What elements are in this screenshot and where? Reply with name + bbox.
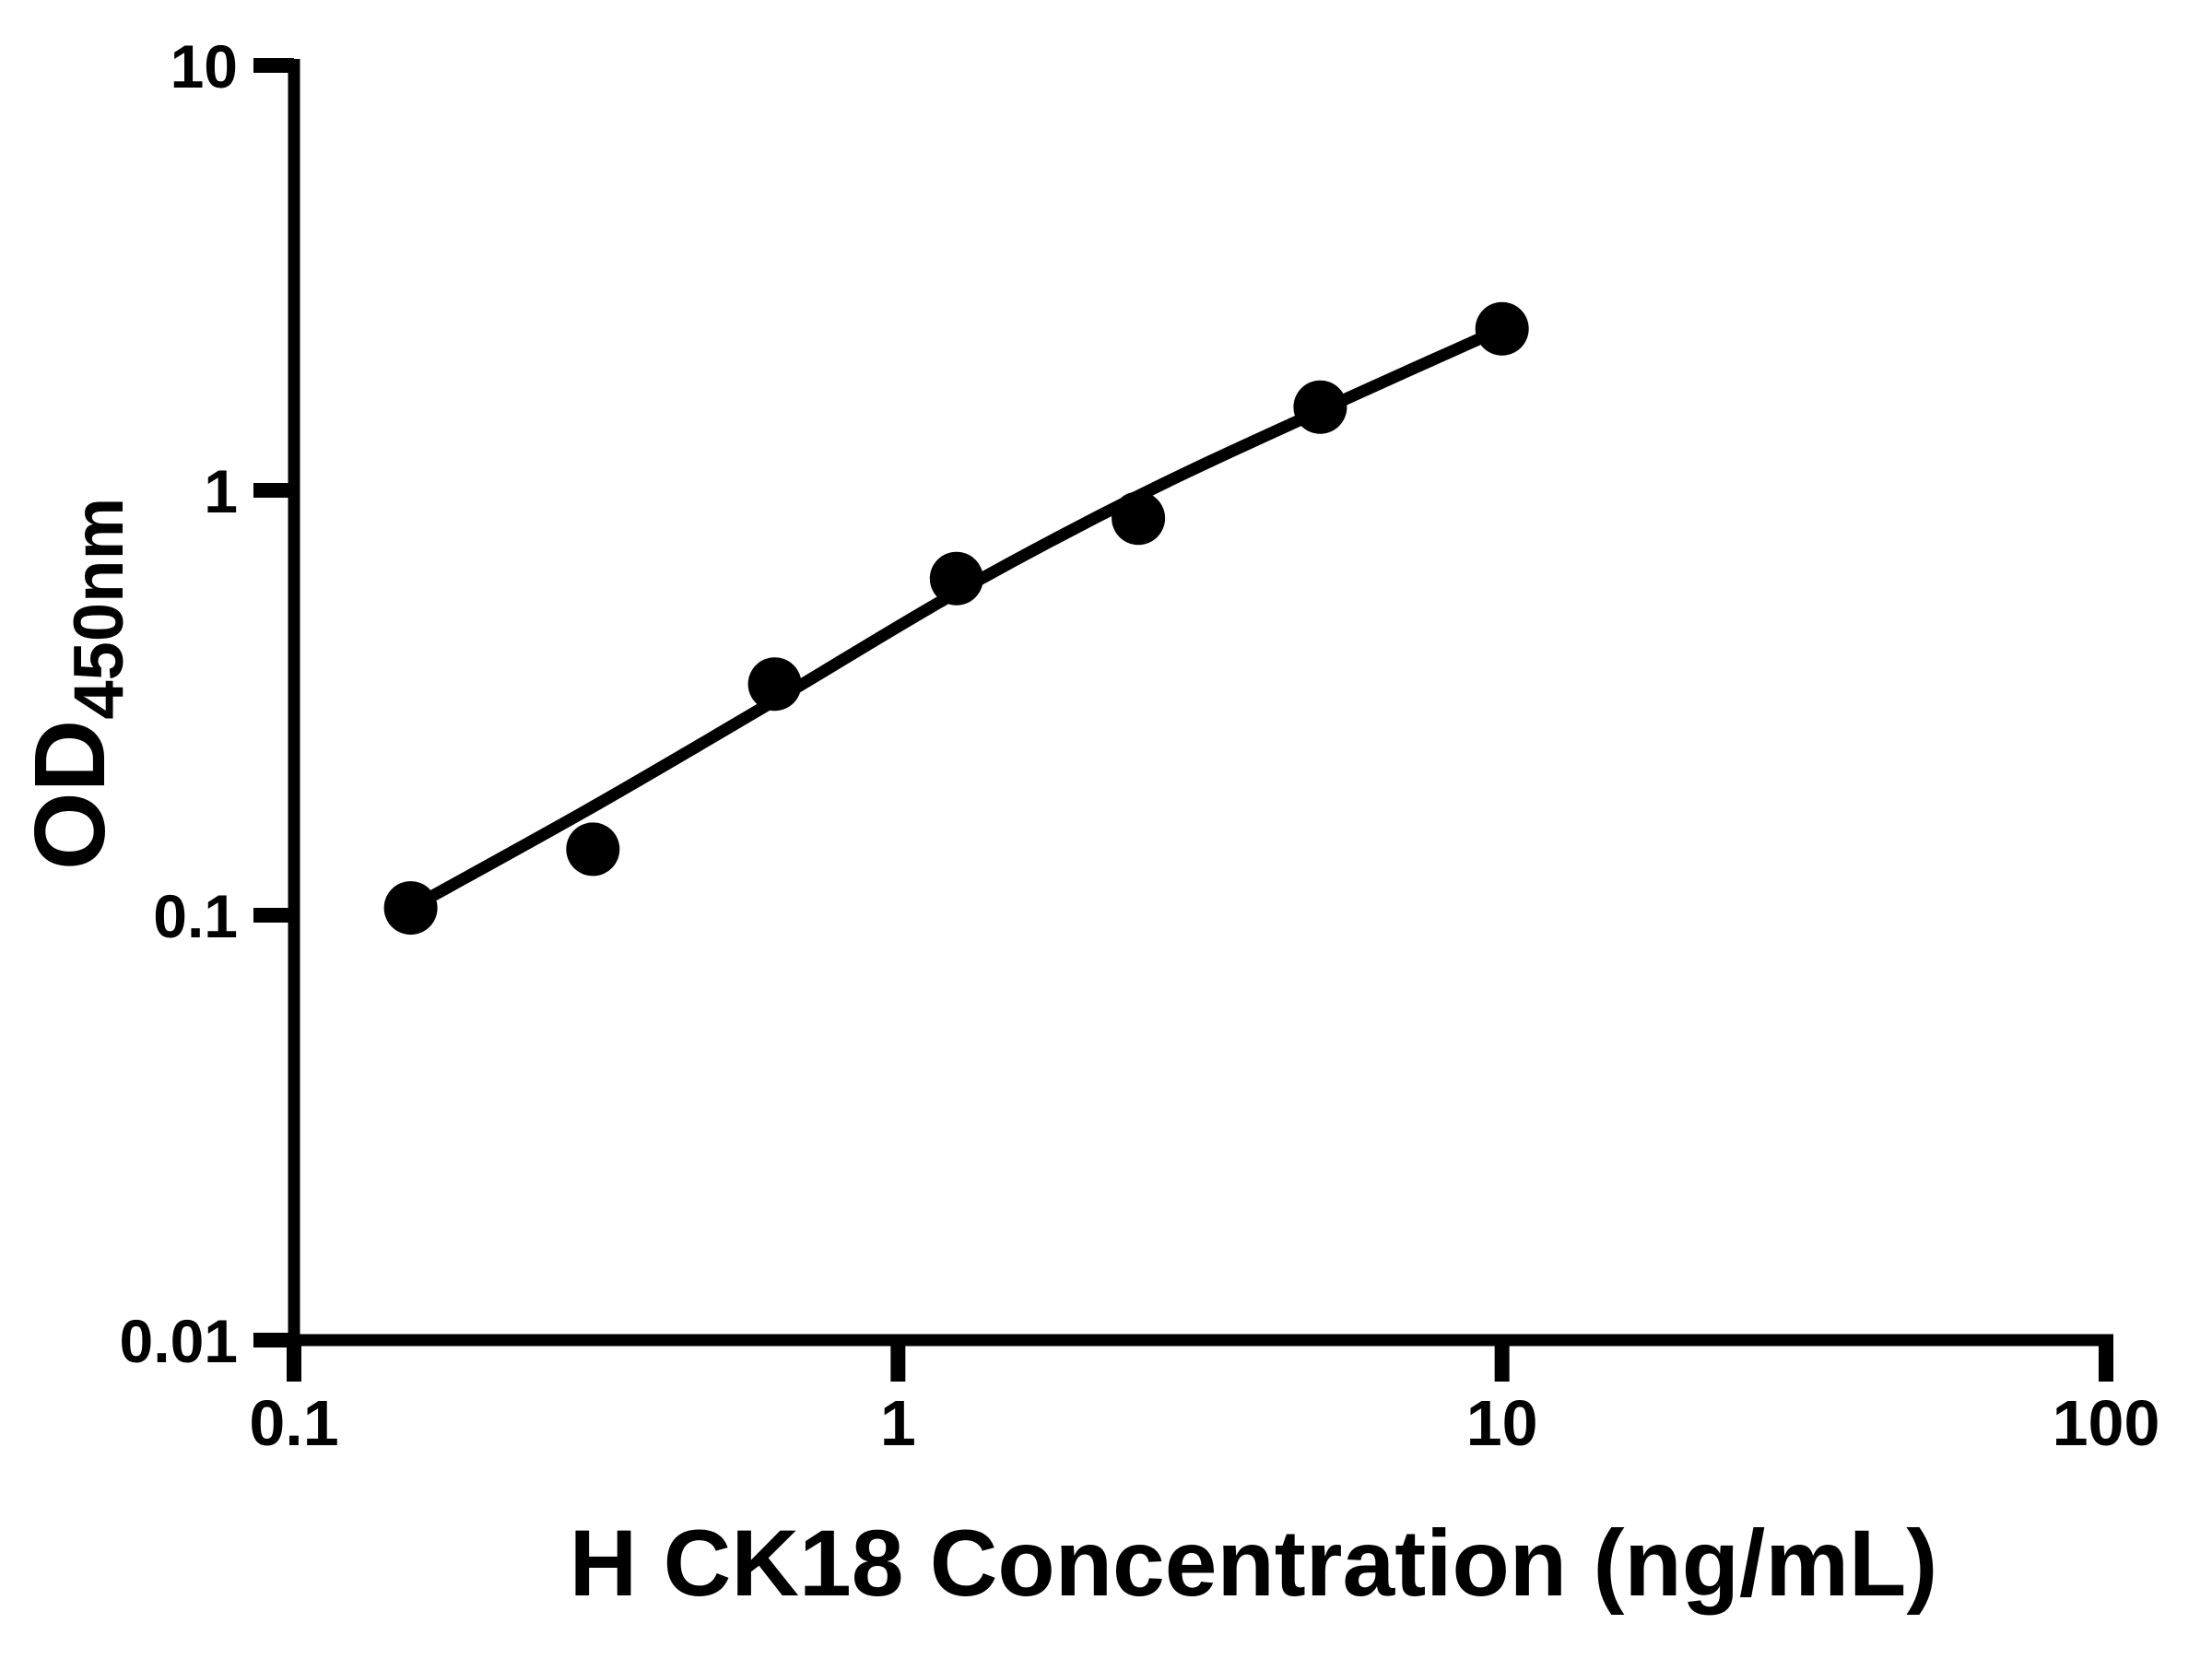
x-tick-label: 0.1: [249, 1387, 338, 1459]
x-tick-label: 10: [1466, 1387, 1538, 1459]
x-tick-label: 100: [2053, 1387, 2160, 1459]
y-tick-label: 1: [204, 457, 238, 525]
data-point-marker: [383, 881, 438, 935]
data-point-marker: [929, 551, 983, 606]
data-point-marker: [1112, 491, 1166, 546]
data-point-marker: [747, 657, 802, 712]
y-axis-title: OD450nm: [14, 497, 138, 870]
y-tick-label: 0.1: [153, 882, 238, 950]
y-tick-label: 0.01: [120, 1307, 238, 1375]
data-point-marker: [1475, 301, 1529, 356]
y-axis-title-sub: 450nm: [60, 497, 138, 720]
y-tick-label: 10: [171, 32, 238, 100]
x-tick-label: 1: [880, 1387, 916, 1459]
data-point-marker: [566, 822, 620, 877]
x-axis-title: H CK18 Concentration (ng/mL): [569, 1511, 1938, 1616]
y-axis-title-main: OD: [14, 719, 126, 871]
data-point-marker: [1293, 380, 1347, 434]
